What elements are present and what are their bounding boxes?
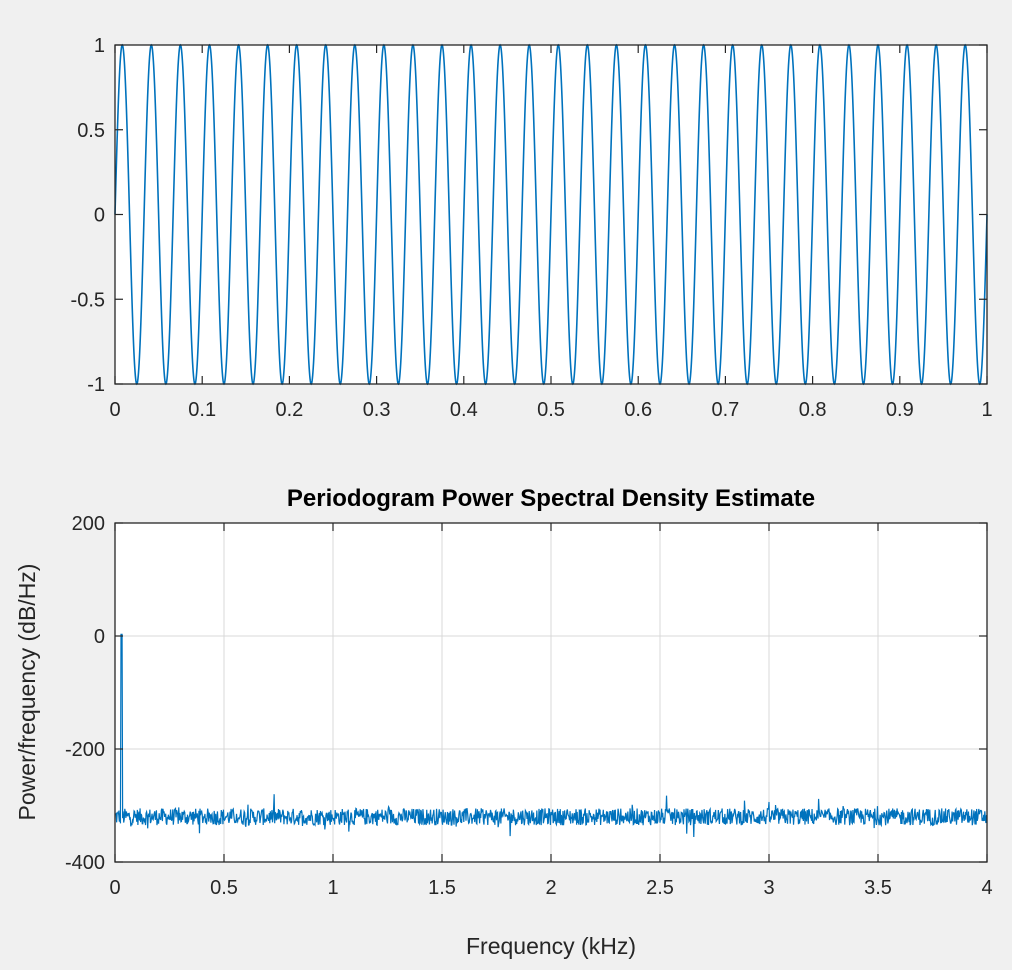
x-tick-label: 0.2 — [275, 399, 303, 421]
x-tick-label: 0.5 — [537, 399, 565, 421]
x-tick-label: 0.9 — [886, 399, 914, 421]
x-tick-label: 0.1 — [188, 399, 216, 421]
bottom-chart-x-tick-labels: 0 0.5 1 1.5 2 2.5 3 3.5 4 — [109, 877, 992, 899]
top-chart: 0 0.1 0.2 0.3 0.4 0.5 0.6 0.7 0.8 0.9 1 -1 -0.5 0 0.5… — [71, 35, 993, 421]
x-tick-label: 4 — [981, 877, 992, 899]
y-tick-label: -1 — [87, 374, 105, 396]
bottom-chart-y-axis-label: Power/frequency (dB/Hz) — [14, 564, 40, 821]
x-tick-label: 1 — [327, 877, 338, 899]
bottom-chart-x-axis-label: Frequency (kHz) — [466, 933, 636, 959]
x-tick-label: 0 — [109, 877, 120, 899]
x-tick-label: 3.5 — [864, 877, 892, 899]
x-tick-label: 1 — [981, 399, 992, 421]
x-tick-label: 0.4 — [450, 399, 478, 421]
y-tick-label: 1 — [94, 35, 105, 57]
x-tick-label: 2 — [545, 877, 556, 899]
top-chart-x-tick-labels: 0 0.1 0.2 0.3 0.4 0.5 0.6 0.7 0.8 0.9 1 — [109, 399, 992, 421]
x-tick-label: 0.5 — [210, 877, 238, 899]
y-tick-label: -200 — [65, 739, 105, 761]
bottom-chart-ticks — [114, 522, 988, 863]
top-chart-y-tick-labels: -1 -0.5 0 0.5 1 — [71, 35, 105, 396]
top-chart-ticks — [114, 44, 988, 385]
x-tick-label: 0.7 — [711, 399, 739, 421]
x-tick-label: 0.8 — [799, 399, 827, 421]
x-tick-label: 3 — [763, 877, 774, 899]
y-tick-label: 0.5 — [77, 120, 105, 142]
bottom-chart-title: Periodogram Power Spectral Density Estim… — [287, 485, 815, 512]
y-tick-label: -400 — [65, 852, 105, 874]
bottom-chart-line — [114, 633, 988, 838]
bottom-chart: Periodogram Power Spectral Density Estim… — [14, 485, 993, 959]
y-tick-label: 0 — [94, 205, 105, 227]
y-tick-label: 200 — [72, 513, 105, 535]
top-chart-line — [114, 43, 988, 386]
y-tick-label: 0 — [94, 626, 105, 648]
y-tick-label: -0.5 — [71, 289, 105, 311]
bottom-chart-y-tick-labels: -400 -200 0 200 — [65, 513, 105, 874]
x-tick-label: 2.5 — [646, 877, 674, 899]
x-tick-label: 0.6 — [624, 399, 652, 421]
x-tick-label: 0 — [109, 399, 120, 421]
x-tick-label: 1.5 — [428, 877, 456, 899]
x-tick-label: 0.3 — [363, 399, 391, 421]
